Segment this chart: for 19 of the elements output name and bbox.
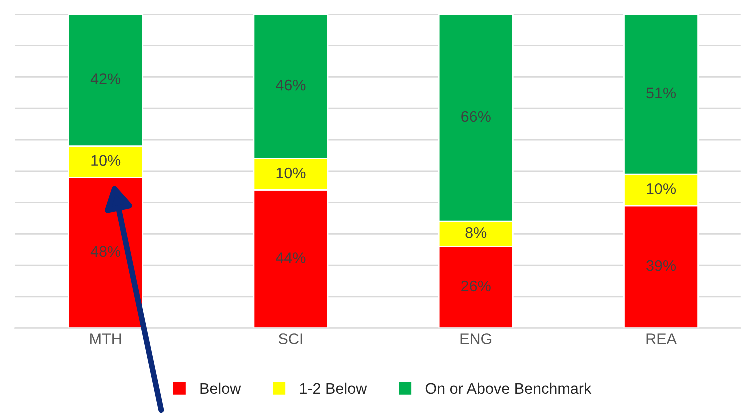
- data-label: 48%: [90, 246, 121, 258]
- x-tick-label: ENG: [460, 334, 492, 344]
- data-label: 10%: [647, 184, 676, 194]
- x-tick-label: SCI: [278, 334, 302, 344]
- data-label: 26%: [462, 280, 491, 292]
- data-label: 51%: [646, 88, 676, 99]
- x-tick-label: MTH: [90, 334, 122, 344]
- legend-label: 1-2 Below: [300, 382, 368, 394]
- data-label: 66%: [462, 111, 491, 122]
- data-label: 44%: [276, 252, 306, 264]
- data-label: 10%: [276, 168, 306, 179]
- data-label: 42%: [90, 74, 121, 84]
- legend-label: Below: [200, 382, 242, 394]
- data-label: 39%: [646, 260, 676, 272]
- legend-label: On or Above Benchmark: [426, 382, 592, 394]
- data-label: 10%: [92, 155, 121, 166]
- data-label: 46%: [276, 80, 306, 91]
- data-label: 8%: [466, 227, 487, 238]
- x-tick-label: REA: [646, 334, 677, 344]
